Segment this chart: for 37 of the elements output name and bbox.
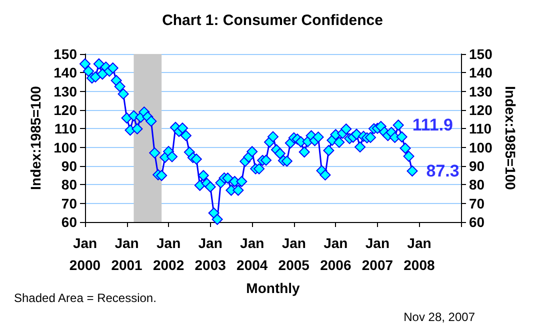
y2-tick-label: 150 [469,46,493,62]
y-tick-label: 100 [54,139,78,156]
y2-tick-label: 90 [469,158,485,174]
y2-tick-label: 130 [469,83,493,100]
x-tick-label: Jan 2007 [362,235,394,273]
y-tick-label: 130 [54,83,78,100]
x-tick-label: Jan 2005 [278,235,310,273]
x-tick-label: Jan 2008 [404,235,435,273]
y-tick-label: 90 [61,158,78,174]
x-axis-title: Monthly [246,280,300,296]
y2-tick-label: 70 [469,195,485,212]
y-tick-label: 70 [61,195,78,212]
annotation: 87.3 [426,162,460,181]
y-tick-label: 120 [54,102,78,118]
y2-tick-label: 110 [469,120,492,137]
x-tick-label: Jan 2003 [194,235,226,273]
x-tick-label: Jan 2002 [152,235,184,273]
x-tick-label: Jan 2000 [69,235,101,273]
x-tick-label: Jan 2006 [320,235,352,273]
x-tick-label: Jan 2004 [236,235,268,273]
x-tick-label: Jan 2001 [111,235,143,273]
y2-tick-label: 80 [469,176,485,193]
y-tick-label: 150 [54,46,78,62]
annotation: 111.9 [412,116,454,135]
y-tick-label: 80 [61,176,78,193]
y-tick-label: 140 [54,64,78,81]
y2-tick-label: 60 [469,214,485,230]
y-axis-title: Index:1985=100 [28,86,44,190]
y-tick-label: 60 [61,214,78,230]
y2-tick-label: 120 [469,102,493,118]
y-tick-label: 110 [54,120,78,137]
text: Nov 28, 2007 [404,310,476,324]
y2-axis-title: Index:1985=100 [502,86,518,190]
y2-tick-label: 140 [469,64,493,81]
text: Shaded Area = Recession. [14,291,156,305]
chart-title: Chart 1: Consumer Confidence [162,12,383,29]
y2-tick-label: 100 [469,139,493,156]
